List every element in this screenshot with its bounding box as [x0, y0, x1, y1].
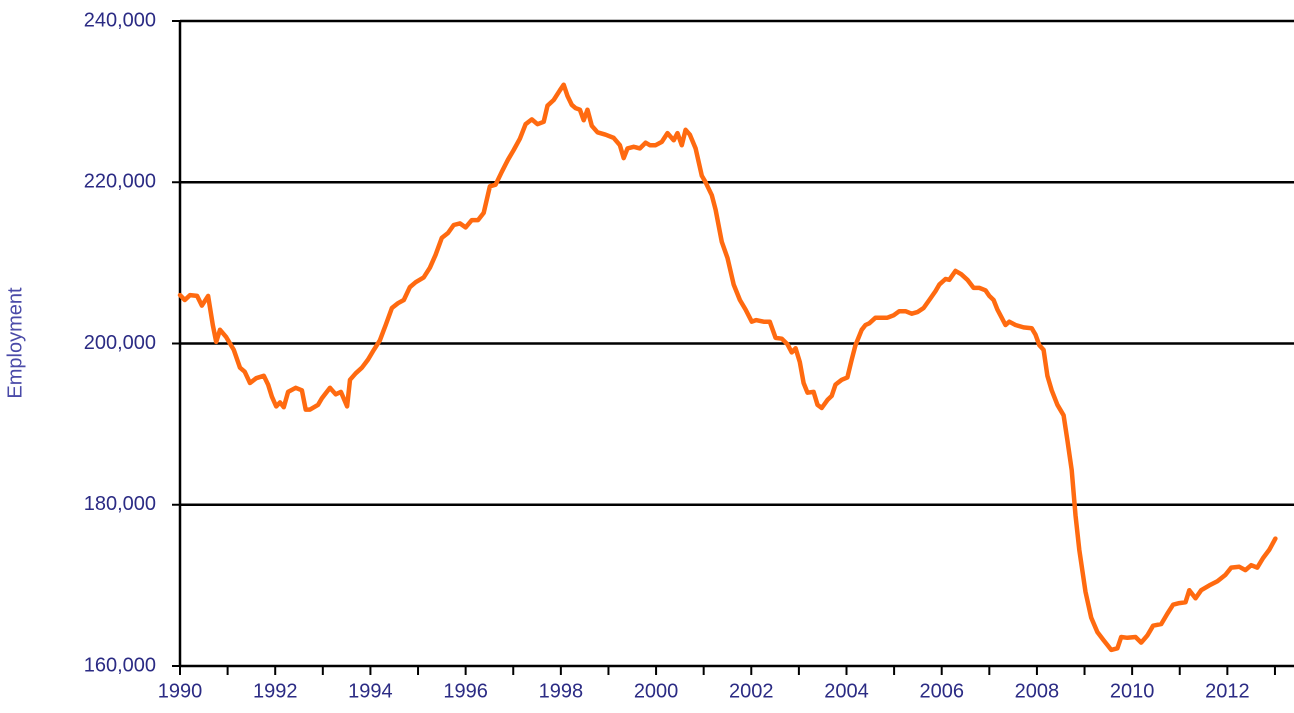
x-tick-label: 2012: [1205, 680, 1250, 702]
y-tick-label: 240,000: [84, 9, 156, 31]
y-tick-label: 220,000: [84, 171, 156, 193]
y-axis-label: Employment: [4, 287, 26, 399]
x-tick-label: 2002: [729, 680, 774, 702]
x-tick-label: 1998: [539, 680, 584, 702]
x-tick-label: 1990: [158, 680, 203, 702]
x-tick-label: 1996: [443, 680, 488, 702]
x-tick-label: 1994: [348, 680, 393, 702]
y-tick-label: 180,000: [84, 493, 156, 515]
line: [177, 82, 1278, 653]
y-tick-label: 200,000: [84, 332, 156, 354]
x-tick-label: 2006: [919, 680, 964, 702]
y-tick-label: 160,000: [84, 654, 156, 676]
x-tick-label: 2004: [824, 680, 869, 702]
x-tick-label: 2010: [1110, 680, 1155, 702]
x-tick-label: 2008: [1015, 680, 1060, 702]
x-tick-label: 2000: [634, 680, 679, 702]
x-tick-label: 1992: [253, 680, 298, 702]
